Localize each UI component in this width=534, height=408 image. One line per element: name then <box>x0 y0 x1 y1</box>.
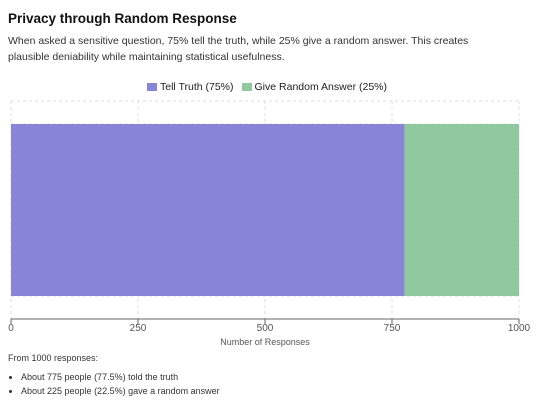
legend-swatch-random-answer <box>241 83 252 91</box>
legend-swatch-tell-truth <box>146 83 157 91</box>
summary-intro: From 1000 responses: <box>8 353 99 363</box>
bar-segment-0 <box>11 124 405 296</box>
stacked-bar-chart: 0 250 500 750 1000 Number of Responses <box>8 100 531 347</box>
chart-legend: Tell Truth (75%) Give Random Answer (25%… <box>0 81 534 93</box>
x-axis-label: Number of Responses <box>220 337 310 347</box>
x-tick-label-2: 500 <box>257 323 274 334</box>
chart-description: When asked a sensitive question, 75% tel… <box>8 35 469 63</box>
x-tick-label-3: 750 <box>384 323 401 334</box>
x-tick-label-0: 0 <box>8 323 14 334</box>
summary-list: About 775 people (77.5%) told the truth … <box>8 371 220 398</box>
chart-title: Privacy through Random Response <box>8 11 237 26</box>
legend-item-tell-truth[interactable]: Tell Truth (75%) <box>146 81 234 93</box>
legend-label-tell-truth: Tell Truth (75%) <box>159 81 234 93</box>
x-tick-label-4: 1000 <box>508 323 531 334</box>
legend-label-random-answer: Give Random Answer (25%) <box>254 81 387 93</box>
bar-segment-1 <box>404 124 519 296</box>
legend-item-random-answer[interactable]: Give Random Answer (25%) <box>241 81 387 93</box>
summary-section: From 1000 responses: About 775 people (7… <box>8 352 220 399</box>
summary-item-truth: About 775 people (77.5%) told the truth <box>21 371 220 384</box>
summary-item-random: About 225 people (22.5%) gave a random a… <box>21 385 220 398</box>
x-tick-label-1: 250 <box>130 323 147 334</box>
